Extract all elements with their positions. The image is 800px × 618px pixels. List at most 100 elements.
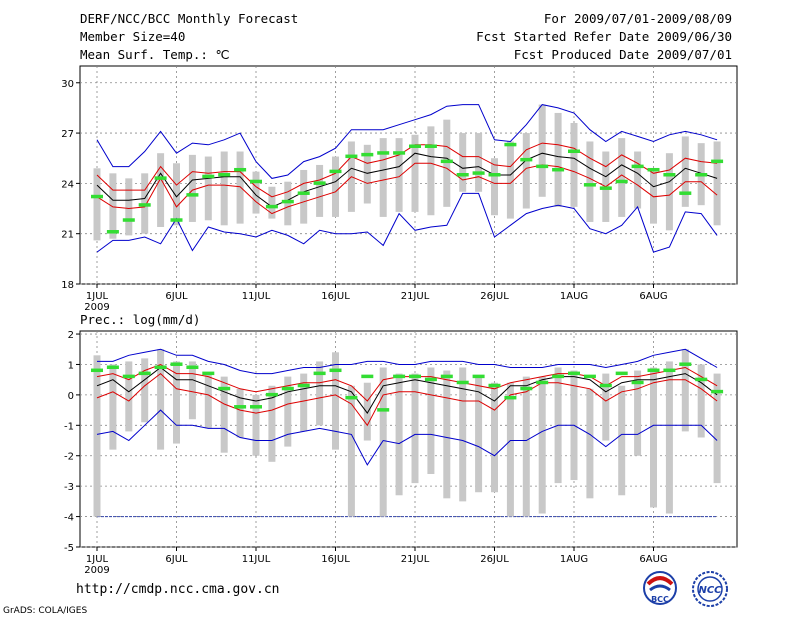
ensemble-box — [300, 169, 308, 224]
y-tick-label: 27 — [61, 129, 74, 140]
ensemble-box — [125, 178, 133, 236]
climatology-marker — [440, 159, 453, 164]
x-year-label: 2009 — [84, 302, 109, 313]
climatology-marker — [361, 152, 374, 157]
climatology-marker — [297, 383, 310, 388]
climatology-marker — [250, 179, 262, 184]
ensemble-box — [173, 361, 180, 444]
climatology-marker — [250, 405, 262, 409]
ensemble-box — [332, 352, 339, 450]
x-tick-label: 21JUL — [401, 554, 430, 565]
climatology-marker — [647, 368, 660, 373]
ensemble-max-line — [96, 192, 718, 253]
ensemble-box — [459, 133, 467, 192]
climatology-marker — [218, 386, 231, 391]
climatology-marker — [631, 164, 644, 169]
climatology-marker — [170, 362, 183, 366]
climatology-marker — [202, 174, 215, 179]
climatology-marker — [679, 362, 692, 366]
ensemble-box — [570, 123, 578, 207]
x-tick-label: 6JUL — [165, 554, 188, 565]
ensemble-box — [252, 171, 260, 214]
ensemble-box — [395, 138, 403, 212]
ensemble-box — [475, 376, 483, 493]
x-tick-label: 1AUG — [560, 291, 588, 302]
ensemble-box — [395, 373, 403, 496]
plot-frame — [79, 65, 738, 285]
climatology-marker — [615, 179, 628, 184]
climatology-marker — [265, 204, 278, 209]
y-tick-label: 1 — [68, 360, 74, 371]
climatology-marker — [409, 144, 421, 148]
ensemble-box — [316, 361, 324, 426]
x-year-label: 2009 — [84, 565, 109, 576]
climatology-marker — [186, 193, 199, 197]
x-tick-label: 1JUL — [86, 554, 109, 565]
climatology-marker — [345, 395, 358, 400]
climatology-marker — [711, 159, 724, 164]
footer-url[interactable]: http://cmdp.ncc.cma.gov.cn — [76, 582, 280, 597]
climatology-marker — [234, 167, 247, 172]
forecast-period: For 2009/07/01-2009/08/09 — [543, 11, 732, 26]
x-tick-label: 6JUL — [165, 291, 188, 302]
climatology-marker — [520, 386, 533, 391]
plot-frame — [79, 330, 738, 548]
climatology-marker — [281, 199, 294, 204]
climatology-marker — [599, 186, 612, 190]
ensemble-box — [379, 138, 387, 217]
ensemble-box — [109, 364, 117, 450]
climatology-marker — [377, 408, 390, 412]
climatology-marker — [679, 191, 692, 195]
ensemble-box — [332, 156, 339, 217]
spread-lower-line — [96, 162, 718, 215]
ensemble-box — [411, 134, 419, 212]
climatology-marker — [138, 203, 151, 207]
climatology-marker — [456, 380, 469, 385]
ensemble-box — [665, 361, 673, 514]
ensemble-box — [681, 136, 689, 207]
y-tick-label: 21 — [61, 230, 74, 241]
climatology-marker — [202, 371, 215, 376]
x-tick-label: 21JUL — [401, 291, 430, 302]
ensemble-box — [506, 382, 514, 517]
ensemble-box — [411, 373, 419, 484]
ensemble-box — [634, 151, 642, 209]
ensemble-box — [697, 364, 705, 438]
climatology-marker — [583, 374, 596, 379]
climatology-marker — [711, 389, 724, 394]
climatology-marker — [138, 371, 151, 376]
climatology-marker — [393, 151, 406, 155]
temperature-panel: 18 21 24 27 30 1JUL 6JUL 11JUL 16JUL 21JUL 26JUL 1A… — [61, 65, 738, 313]
y-tick-label: -1 — [64, 421, 74, 432]
climatology-marker — [456, 173, 469, 177]
y-tick-label: 2 — [68, 330, 74, 341]
ensemble-box — [236, 151, 244, 224]
spread-upper-line — [96, 142, 718, 198]
ensemble-box — [220, 151, 228, 226]
ensemble-box — [109, 173, 117, 239]
climatology-marker — [472, 171, 485, 175]
ensemble-box — [538, 104, 546, 197]
climatology-marker — [281, 386, 294, 391]
ensemble-box — [141, 358, 149, 423]
ensemble-box — [427, 126, 435, 216]
climatology-marker — [647, 167, 660, 172]
bcc-logo-icon: BCC — [643, 571, 677, 605]
climatology-marker — [234, 405, 247, 409]
ensemble-min-line — [96, 409, 718, 466]
ncc-logo-icon: NCC — [692, 571, 728, 607]
ensemble-box — [459, 367, 467, 502]
climatology-marker — [170, 218, 183, 222]
ensemble-mean-line — [96, 152, 718, 208]
x-tick-label: 16JUL — [321, 291, 350, 302]
climatology-marker — [536, 164, 549, 169]
y-tick-label: -3 — [64, 482, 74, 493]
ensemble-box — [522, 376, 530, 517]
ensemble-box — [665, 153, 673, 231]
x-tick-label: 1JUL — [86, 291, 109, 302]
climatology-marker — [313, 371, 326, 376]
ensemble-box — [363, 144, 371, 204]
climatology-marker — [599, 383, 612, 388]
ensemble-box — [347, 385, 355, 517]
climatology-marker — [504, 142, 517, 147]
